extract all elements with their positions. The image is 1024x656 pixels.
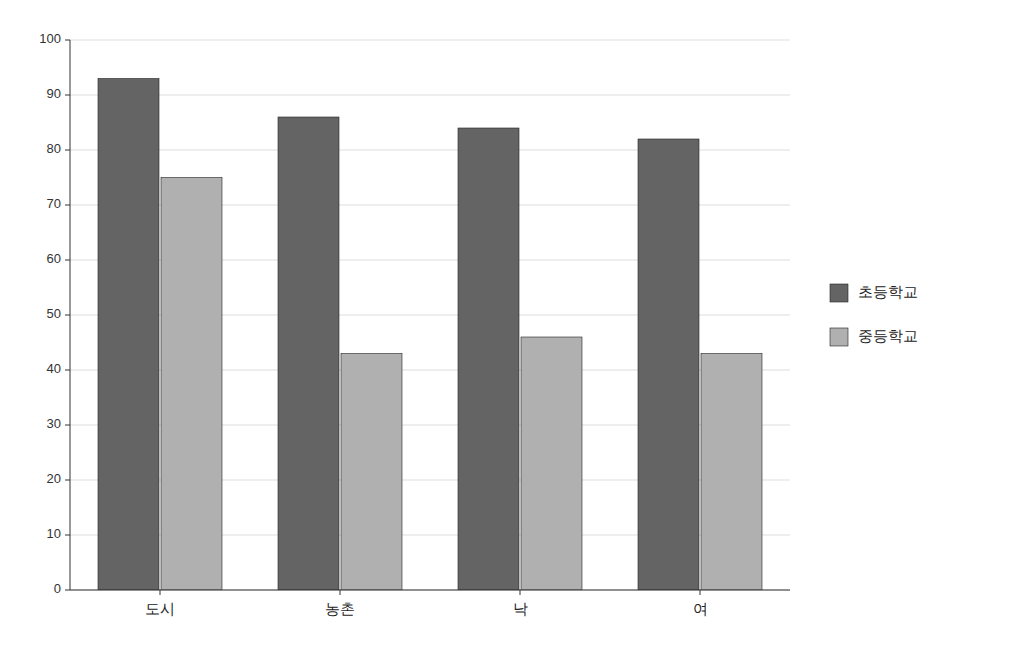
- y-tick: [65, 40, 70, 41]
- bar: [278, 117, 339, 590]
- y-tick: [65, 205, 70, 206]
- y-tick-label: 20: [47, 471, 61, 486]
- bar: [701, 354, 762, 591]
- y-tick-label: 100: [39, 31, 61, 46]
- x-tick: [160, 590, 161, 595]
- grid: [70, 40, 790, 590]
- y-tick: [65, 260, 70, 261]
- y-tick-label: 80: [47, 141, 61, 156]
- y-tick: [65, 425, 70, 426]
- x-tick: [700, 590, 701, 595]
- bar: [458, 128, 519, 590]
- chart-container: 0 10 20 30 40 50 60 70 80 90 100 도시 농촌 낙 여 초등학교중등학교: [0, 0, 1024, 656]
- chart-svg: 0 10 20 30 40 50 60 70 80 90 100 도시 농촌 낙 여 초등학교중등학교: [0, 0, 1024, 656]
- y-tick-label: 30: [47, 416, 61, 431]
- grid-line: [70, 40, 790, 41]
- y-tick: [65, 480, 70, 481]
- x-tick: [340, 590, 341, 595]
- y-tick-label: 90: [47, 86, 61, 101]
- x-tick-label: 여: [693, 600, 708, 617]
- bars: [98, 79, 762, 591]
- y-tick: [65, 150, 70, 151]
- legend-swatch: [830, 284, 848, 302]
- legend-swatch: [830, 328, 848, 346]
- bar: [521, 337, 582, 590]
- y-tick: [65, 95, 70, 96]
- legend-label: 초등학교: [858, 283, 918, 300]
- grid-line: [70, 95, 790, 96]
- bar: [98, 79, 159, 591]
- y-tick: [65, 370, 70, 371]
- y-tick-label: 70: [47, 196, 61, 211]
- y-tick-label: 40: [47, 361, 61, 376]
- bar: [161, 178, 222, 591]
- y-tick-label: 10: [47, 526, 61, 541]
- y-tick-label: 50: [47, 306, 61, 321]
- legend: 초등학교중등학교: [830, 283, 918, 346]
- x-tick-label: 농촌: [325, 600, 355, 617]
- x-tick-label: 도시: [145, 600, 175, 617]
- grid-line: [70, 590, 790, 591]
- x-tick-label: 낙: [513, 600, 528, 617]
- y-tick-label: 60: [47, 251, 61, 266]
- x-tick: [520, 590, 521, 595]
- y-tick: [65, 590, 70, 591]
- y-tick: [65, 315, 70, 316]
- x-axis-line: [70, 590, 790, 591]
- y-axis: 0 10 20 30 40 50 60 70 80 90 100: [39, 31, 70, 596]
- legend-label: 중등학교: [858, 327, 918, 344]
- bar: [341, 354, 402, 591]
- y-tick-label: 0: [54, 581, 61, 596]
- x-axis: 도시 농촌 낙 여: [70, 590, 790, 617]
- y-tick: [65, 535, 70, 536]
- y-axis-line: [70, 40, 71, 590]
- bar: [638, 139, 699, 590]
